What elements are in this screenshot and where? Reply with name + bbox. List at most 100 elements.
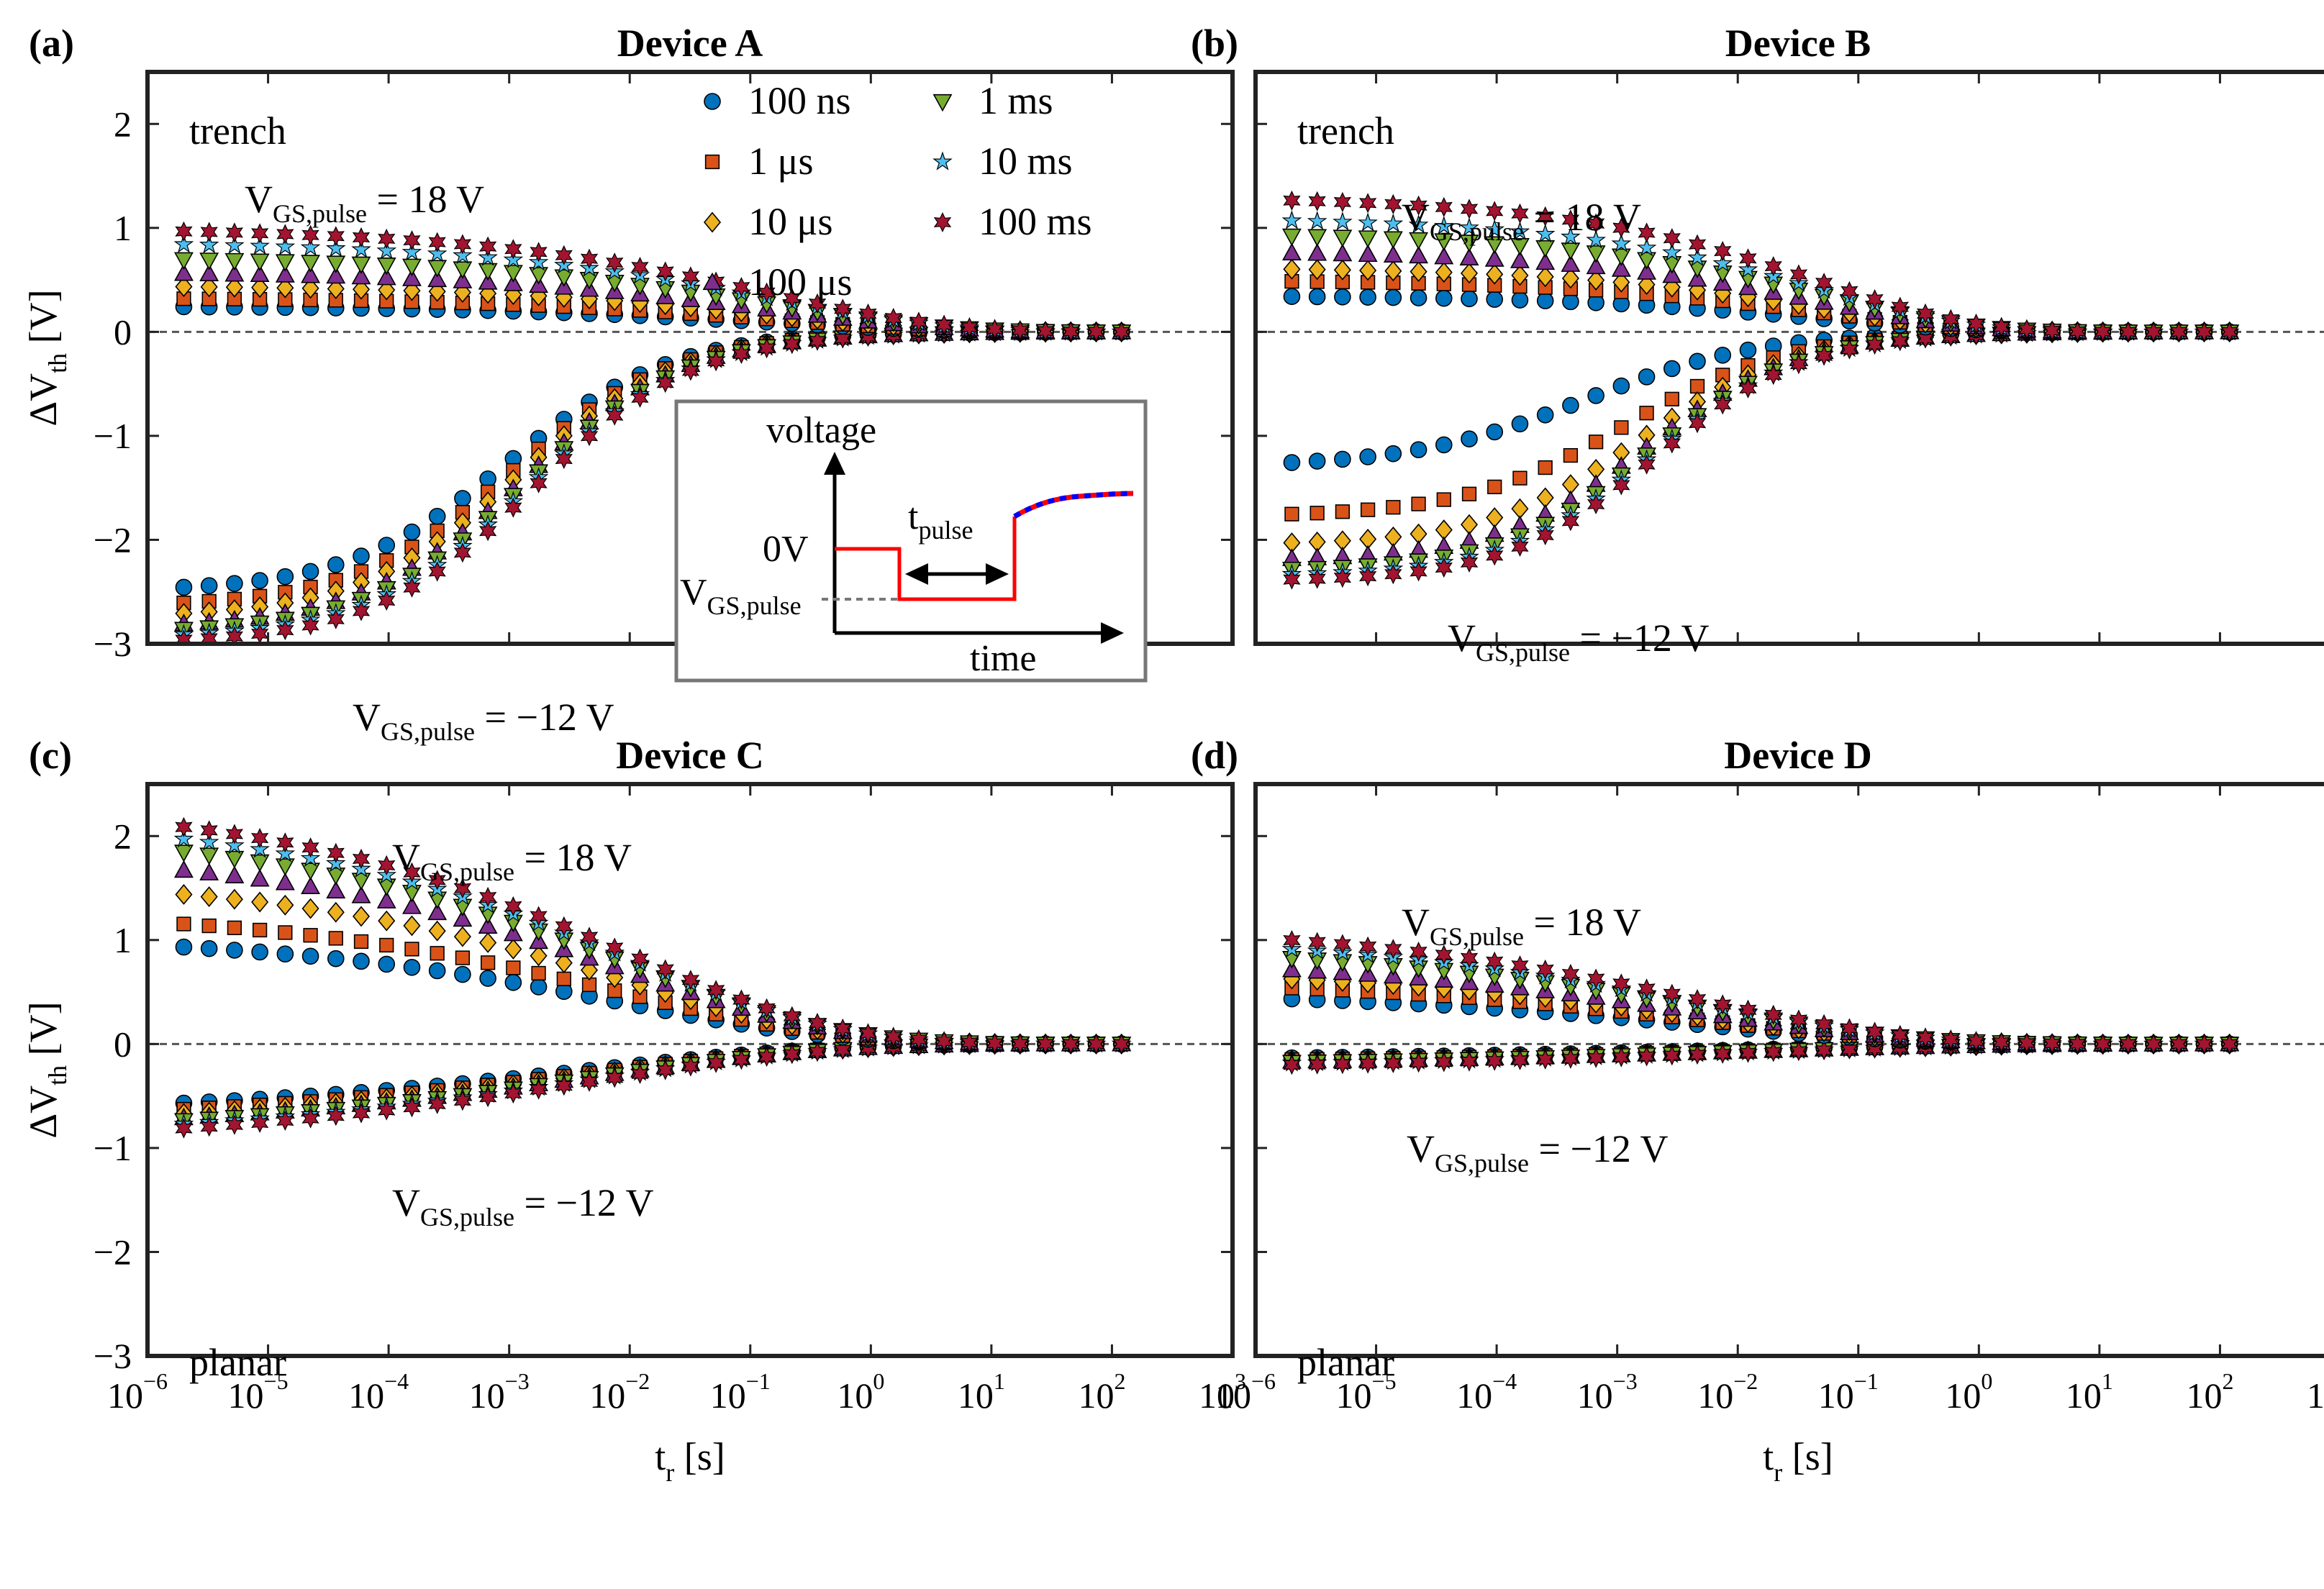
legend-marker: [704, 93, 721, 110]
data-point-positive: [176, 916, 191, 932]
panel-a: Device A (a) 2 1 0 −1 −2 −3 ΔVth [V] trench VGS,pu…: [22, 22, 1235, 746]
data-point-positive: [200, 820, 218, 841]
data-point-positive: [1536, 959, 1554, 980]
data-point-positive: [1283, 258, 1301, 280]
legend-marker: [933, 212, 952, 232]
data-point-positive: [1281, 210, 1302, 229]
data-point-positive: [327, 950, 345, 967]
data-point-positive: [1535, 252, 1556, 270]
data-points: [1281, 190, 2240, 590]
data-point-positive: [531, 965, 546, 981]
data-point-positive: [1536, 266, 1554, 288]
data-point-negative: [301, 563, 319, 580]
data-point-positive: [1435, 262, 1453, 283]
plot-frame: [1253, 70, 2324, 646]
data-point-positive: [2170, 322, 2188, 342]
data-point-positive: [251, 943, 268, 961]
data-point-negative: [175, 1118, 193, 1139]
data-point-positive: [428, 232, 446, 252]
data-point-negative: [1410, 441, 1427, 459]
data-point-positive: [453, 898, 473, 916]
vgs-annotation-neg: VGS,pulse = −12 V: [1448, 616, 1709, 667]
data-point-positive: [1307, 961, 1327, 979]
data-point-positive: [352, 278, 371, 300]
data-point-positive: [1535, 223, 1556, 243]
data-point-negative: [1587, 493, 1605, 514]
data-point-positive: [1561, 209, 1580, 230]
data-point-negative: [555, 1075, 573, 1096]
data-point-positive: [301, 862, 321, 880]
data-point-negative: [1840, 339, 1858, 360]
data-point-positive: [301, 224, 319, 245]
data-point-positive: [986, 1033, 1004, 1054]
data-point-negative: [1308, 1054, 1326, 1075]
inset-pulse-signal: [835, 516, 1017, 601]
data-point-positive: [1435, 944, 1453, 965]
data-point-negative: [1358, 1053, 1377, 1074]
data-point-positive: [1992, 317, 2010, 337]
data-point-positive: [656, 959, 674, 980]
data-point-negative: [200, 1116, 218, 1137]
data-point-positive: [327, 278, 345, 299]
data-point-positive: [1459, 247, 1479, 265]
vgs-annotation-pos: VGS,pulse = 18 V: [1402, 901, 1641, 951]
data-point-negative: [656, 1060, 674, 1080]
y-tick-label: 1: [114, 208, 132, 248]
legend-marker: [932, 94, 953, 112]
data-point-negative: [1561, 1048, 1580, 1069]
data-point-negative: [1283, 569, 1301, 590]
data-point-positive: [1410, 195, 1427, 216]
data-point-positive: [1283, 930, 1301, 951]
data-point-positive: [1586, 229, 1606, 249]
panel-letter: (b): [1191, 22, 1238, 65]
data-point-positive: [250, 839, 270, 858]
data-point-positive: [1384, 193, 1402, 214]
data-point-negative: [352, 1103, 371, 1124]
x-tick-label: 10−2: [589, 1368, 650, 1416]
data-point-positive: [2170, 1034, 2188, 1055]
data-point-positive: [1384, 939, 1402, 960]
data-point-positive: [1586, 245, 1606, 263]
data-point-positive: [430, 946, 445, 961]
data-point-positive: [1511, 955, 1529, 976]
structure-label: trench: [1297, 109, 1394, 152]
data-point-positive: [1636, 237, 1657, 257]
data-point-negative: [1461, 430, 1478, 447]
data-point-positive: [1283, 288, 1301, 306]
data-point-negative: [1688, 413, 1707, 434]
data-point-positive: [2094, 1034, 2112, 1055]
data-point-negative: [631, 387, 649, 408]
data-point-positive: [1638, 978, 1656, 999]
x-tick-label: 101: [958, 1368, 1005, 1416]
data-point-positive: [1638, 222, 1656, 243]
data-point-positive: [351, 873, 371, 891]
data-point-positive: [1358, 193, 1377, 214]
legend-item: 10 ms: [932, 140, 1073, 183]
data-point-negative: [1536, 525, 1554, 546]
data-point-negative: [1460, 1051, 1479, 1072]
structure-label: planar: [189, 1341, 286, 1384]
data-point-positive: [1510, 237, 1530, 256]
data-point-positive: [225, 222, 244, 243]
data-point-negative: [1410, 561, 1427, 582]
panel-title: Device A: [617, 22, 763, 65]
data-point-positive: [250, 235, 270, 255]
data-point-positive: [2069, 321, 2087, 342]
data-point-positive: [378, 855, 396, 875]
data-point-positive: [1916, 1027, 1935, 1048]
data-point-positive: [428, 962, 446, 980]
data-point-negative: [1714, 346, 1732, 364]
data-point-negative: [1384, 564, 1402, 585]
data-point-positive: [604, 274, 625, 293]
data-point-negative: [580, 1071, 599, 1092]
data-point-positive: [1062, 1034, 1080, 1055]
data-point-negative: [1511, 1050, 1529, 1070]
data-point-positive: [681, 970, 700, 991]
data-point-negative: [808, 1042, 827, 1062]
y-tick-label: 0: [114, 1024, 132, 1064]
data-point-positive: [2195, 1034, 2213, 1055]
data-point-positive: [301, 898, 319, 919]
data-point-positive: [1459, 235, 1479, 252]
data-point-negative: [403, 1097, 421, 1118]
